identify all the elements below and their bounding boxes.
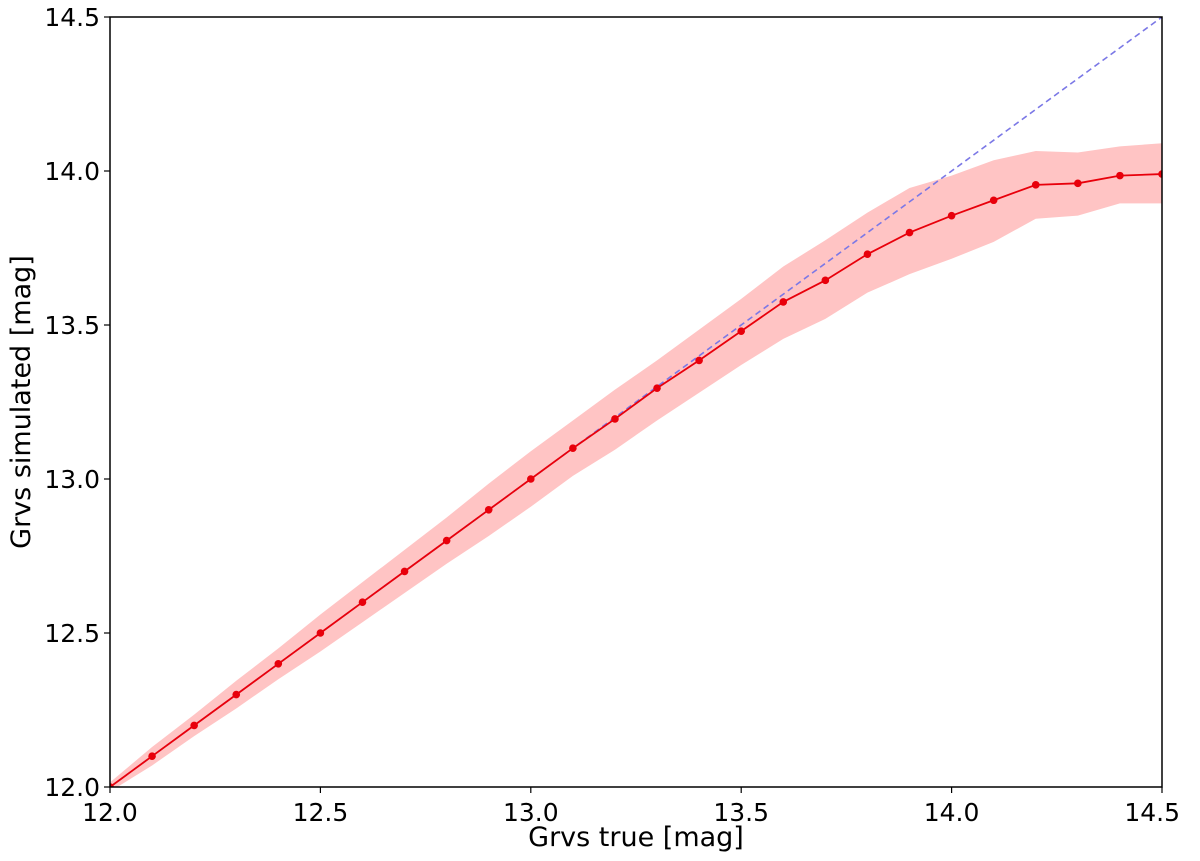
y-axis-label: Grvs simulated [mag] bbox=[6, 255, 37, 549]
data-point bbox=[400, 567, 409, 576]
data-point bbox=[611, 415, 619, 423]
data-point bbox=[232, 690, 241, 699]
x-tick-label: 13.5 bbox=[713, 798, 769, 827]
x-tick-label: 12.0 bbox=[82, 798, 138, 827]
data-point bbox=[569, 444, 577, 453]
data-point bbox=[442, 536, 451, 545]
data-point bbox=[863, 250, 872, 258]
series-line bbox=[110, 173, 1162, 787]
identity-reference-line bbox=[110, 17, 1162, 787]
data-point bbox=[653, 384, 661, 392]
axes-frame bbox=[109, 16, 1163, 788]
axis-ticks: 12.0 12.5 13.0 13.5 14.0 14.5 12.0 12.5 13.0 13.5… bbox=[44, 3, 1180, 827]
data-point bbox=[274, 660, 283, 668]
x-tick-label: 13.0 bbox=[503, 798, 559, 827]
data-point bbox=[821, 276, 830, 285]
y-tick-label: 12.5 bbox=[44, 619, 100, 648]
data-point bbox=[779, 298, 788, 306]
x-tick-label: 14.5 bbox=[1124, 798, 1180, 827]
uncertainty-band bbox=[110, 143, 1162, 787]
data-point bbox=[989, 196, 998, 205]
y-tick-label: 14.5 bbox=[44, 3, 100, 32]
x-tick-label: 14.0 bbox=[924, 798, 980, 827]
data-point bbox=[316, 629, 325, 637]
data-point bbox=[527, 475, 535, 483]
data-point bbox=[1116, 171, 1124, 180]
y-tick-label: 13.5 bbox=[44, 311, 100, 340]
y-tick-label: 12.0 bbox=[44, 773, 100, 802]
data-point bbox=[1158, 170, 1162, 178]
plot-area bbox=[110, 17, 1162, 787]
x-axis-label: Grvs true [mag] bbox=[528, 822, 744, 853]
data-point bbox=[148, 752, 156, 760]
y-tick-label: 14.0 bbox=[44, 157, 100, 186]
data-point bbox=[358, 598, 367, 606]
data-point bbox=[190, 721, 198, 730]
data-point bbox=[737, 327, 745, 335]
data-point bbox=[484, 506, 493, 514]
data-point bbox=[947, 211, 956, 220]
data-point bbox=[110, 783, 114, 787]
data-point bbox=[1031, 181, 1040, 189]
data-point bbox=[1074, 179, 1082, 188]
y-tick-label: 13.0 bbox=[44, 465, 100, 494]
x-tick-label: 12.5 bbox=[293, 798, 349, 827]
data-point bbox=[695, 356, 703, 365]
data-point bbox=[905, 228, 914, 237]
